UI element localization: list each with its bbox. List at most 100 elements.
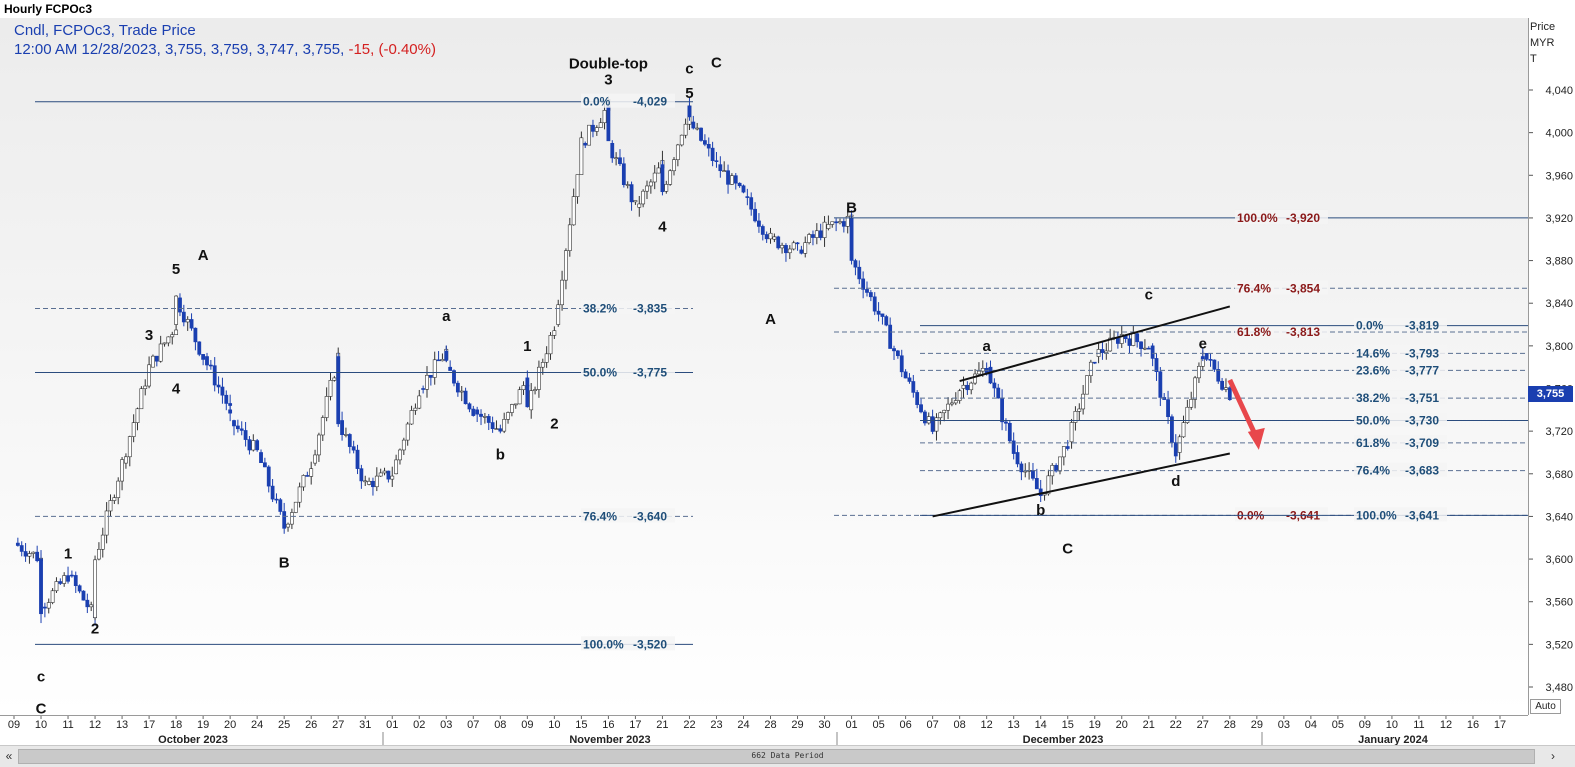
candle-body	[992, 382, 997, 389]
fib-level-value: -3,683	[1405, 464, 1439, 478]
x-tick-label: 12	[89, 719, 101, 731]
fib-label-bg	[1354, 362, 1447, 377]
candle-body	[857, 266, 862, 280]
fib-level-label: 76.4%	[583, 509, 617, 523]
candle-body	[780, 245, 784, 249]
channel-line[interactable]	[932, 452, 1231, 518]
candle-body	[421, 388, 426, 390]
fib-label-bg	[581, 364, 675, 379]
candle-body	[552, 330, 557, 336]
fib-set-2[interactable]: 0.0% -3,819 14.6% -3,793 23.6% -3,777 38.2% -3,…	[920, 317, 1528, 523]
candle-body	[1135, 333, 1140, 343]
candle-body	[498, 428, 503, 432]
candle-body	[467, 403, 472, 410]
candle-body	[741, 185, 746, 193]
candle-body	[270, 485, 275, 500]
candle-body	[594, 127, 599, 132]
candle-body	[776, 236, 781, 249]
candle-body	[714, 160, 719, 163]
auto-scale-button[interactable]: Auto	[1530, 699, 1561, 714]
candle-body	[957, 390, 962, 401]
candle-body	[803, 242, 808, 254]
candle-body	[996, 387, 1001, 399]
candle-body	[865, 289, 869, 293]
candle-body	[297, 486, 302, 503]
x-tick-label: 16	[1467, 719, 1479, 731]
candle-body	[336, 356, 341, 425]
x-tick-label: 12	[981, 719, 993, 731]
candle-body	[610, 143, 615, 159]
candle-body	[143, 385, 148, 389]
candle-body	[841, 221, 846, 227]
candle-body	[486, 416, 491, 423]
candle-body	[120, 459, 124, 482]
candle-body	[706, 144, 711, 149]
x-tick-label: 17	[143, 719, 155, 731]
month-label: October 2023	[158, 734, 228, 746]
fib-label-bg	[581, 636, 675, 651]
candle-body	[1200, 356, 1205, 360]
candle-body	[880, 313, 885, 317]
fib-set-0[interactable]: 0.0% -4,029 38.2% -3,835 50.0% -3,775 76.4% -3,…	[35, 93, 693, 652]
candle-body	[463, 390, 468, 405]
candle-body	[317, 434, 321, 456]
scrollbar-thumb[interactable]	[18, 749, 1535, 764]
candle-body	[903, 371, 908, 379]
candle-body	[1034, 478, 1039, 490]
candle-body	[417, 395, 422, 409]
price-axis[interactable]: 3,4803,5203,5603,6003,6403,6803,7203,760…	[1528, 18, 1575, 715]
wave-label: C	[711, 54, 722, 71]
candle-body	[567, 224, 572, 251]
bearish-arrow-icon	[1227, 378, 1265, 450]
candle-body	[629, 184, 634, 203]
candle-body	[845, 216, 850, 227]
wave-label: 2	[91, 620, 99, 637]
fib-set-1[interactable]: 100.0% -3,920 76.4% -3,854 61.8% -3,813 0.0% -3…	[834, 209, 1528, 522]
x-tick-label: 23	[710, 719, 722, 731]
candle-body	[1204, 353, 1209, 360]
candle-body	[151, 355, 155, 368]
candle-body	[386, 470, 391, 480]
wave-label: 5	[685, 85, 693, 102]
wave-label: A	[198, 247, 209, 264]
candle-body	[930, 416, 935, 432]
candle-body	[1031, 470, 1035, 479]
fib-level-label: 61.8%	[1237, 325, 1271, 339]
candle-body	[834, 221, 839, 224]
candle-body	[811, 234, 815, 238]
x-tick-label: 03	[440, 719, 452, 731]
candle-body	[367, 480, 371, 485]
x-tick-label: 22	[1170, 719, 1182, 731]
chart-scrollbar[interactable]: « ‹ 662 Data Period ›	[0, 745, 1575, 767]
candle-body	[363, 480, 368, 483]
x-tick-label: 10	[1386, 719, 1398, 731]
channel-line[interactable]	[959, 305, 1231, 383]
candle-body	[104, 510, 109, 536]
candle-body	[768, 232, 773, 240]
candle-body	[564, 250, 568, 281]
scroll-start-icon[interactable]: «	[5, 749, 13, 763]
scroll-next-icon[interactable]: ›	[1551, 749, 1555, 763]
chart-plot-area[interactable]	[0, 18, 1528, 715]
candle-body	[529, 390, 534, 411]
candle-body	[216, 384, 221, 388]
x-tick-label: 13	[1008, 719, 1020, 731]
candle-body	[795, 242, 800, 245]
y-tick-label: 4,040	[1545, 85, 1573, 97]
candle-body	[637, 203, 642, 208]
wave-label: a	[982, 338, 991, 355]
time-axis[interactable]: 09 10 11 12 13 17 18 19 20 24 25 26 27 31 01 02 03 07 08 09…	[0, 715, 1528, 746]
wave-label: b	[496, 447, 505, 464]
candle-body	[1069, 422, 1074, 443]
candle-body	[259, 452, 263, 464]
wave-label: 2	[550, 416, 558, 433]
candle-body	[1077, 408, 1082, 412]
candle-body	[849, 217, 854, 261]
fib-level-value: -3,775	[633, 366, 667, 380]
x-tick-label: 28	[1224, 719, 1236, 731]
wave-label: a	[442, 308, 451, 325]
x-tick-label: 29	[1251, 719, 1263, 731]
candle-body	[355, 449, 360, 469]
wave-label: C	[36, 700, 47, 717]
